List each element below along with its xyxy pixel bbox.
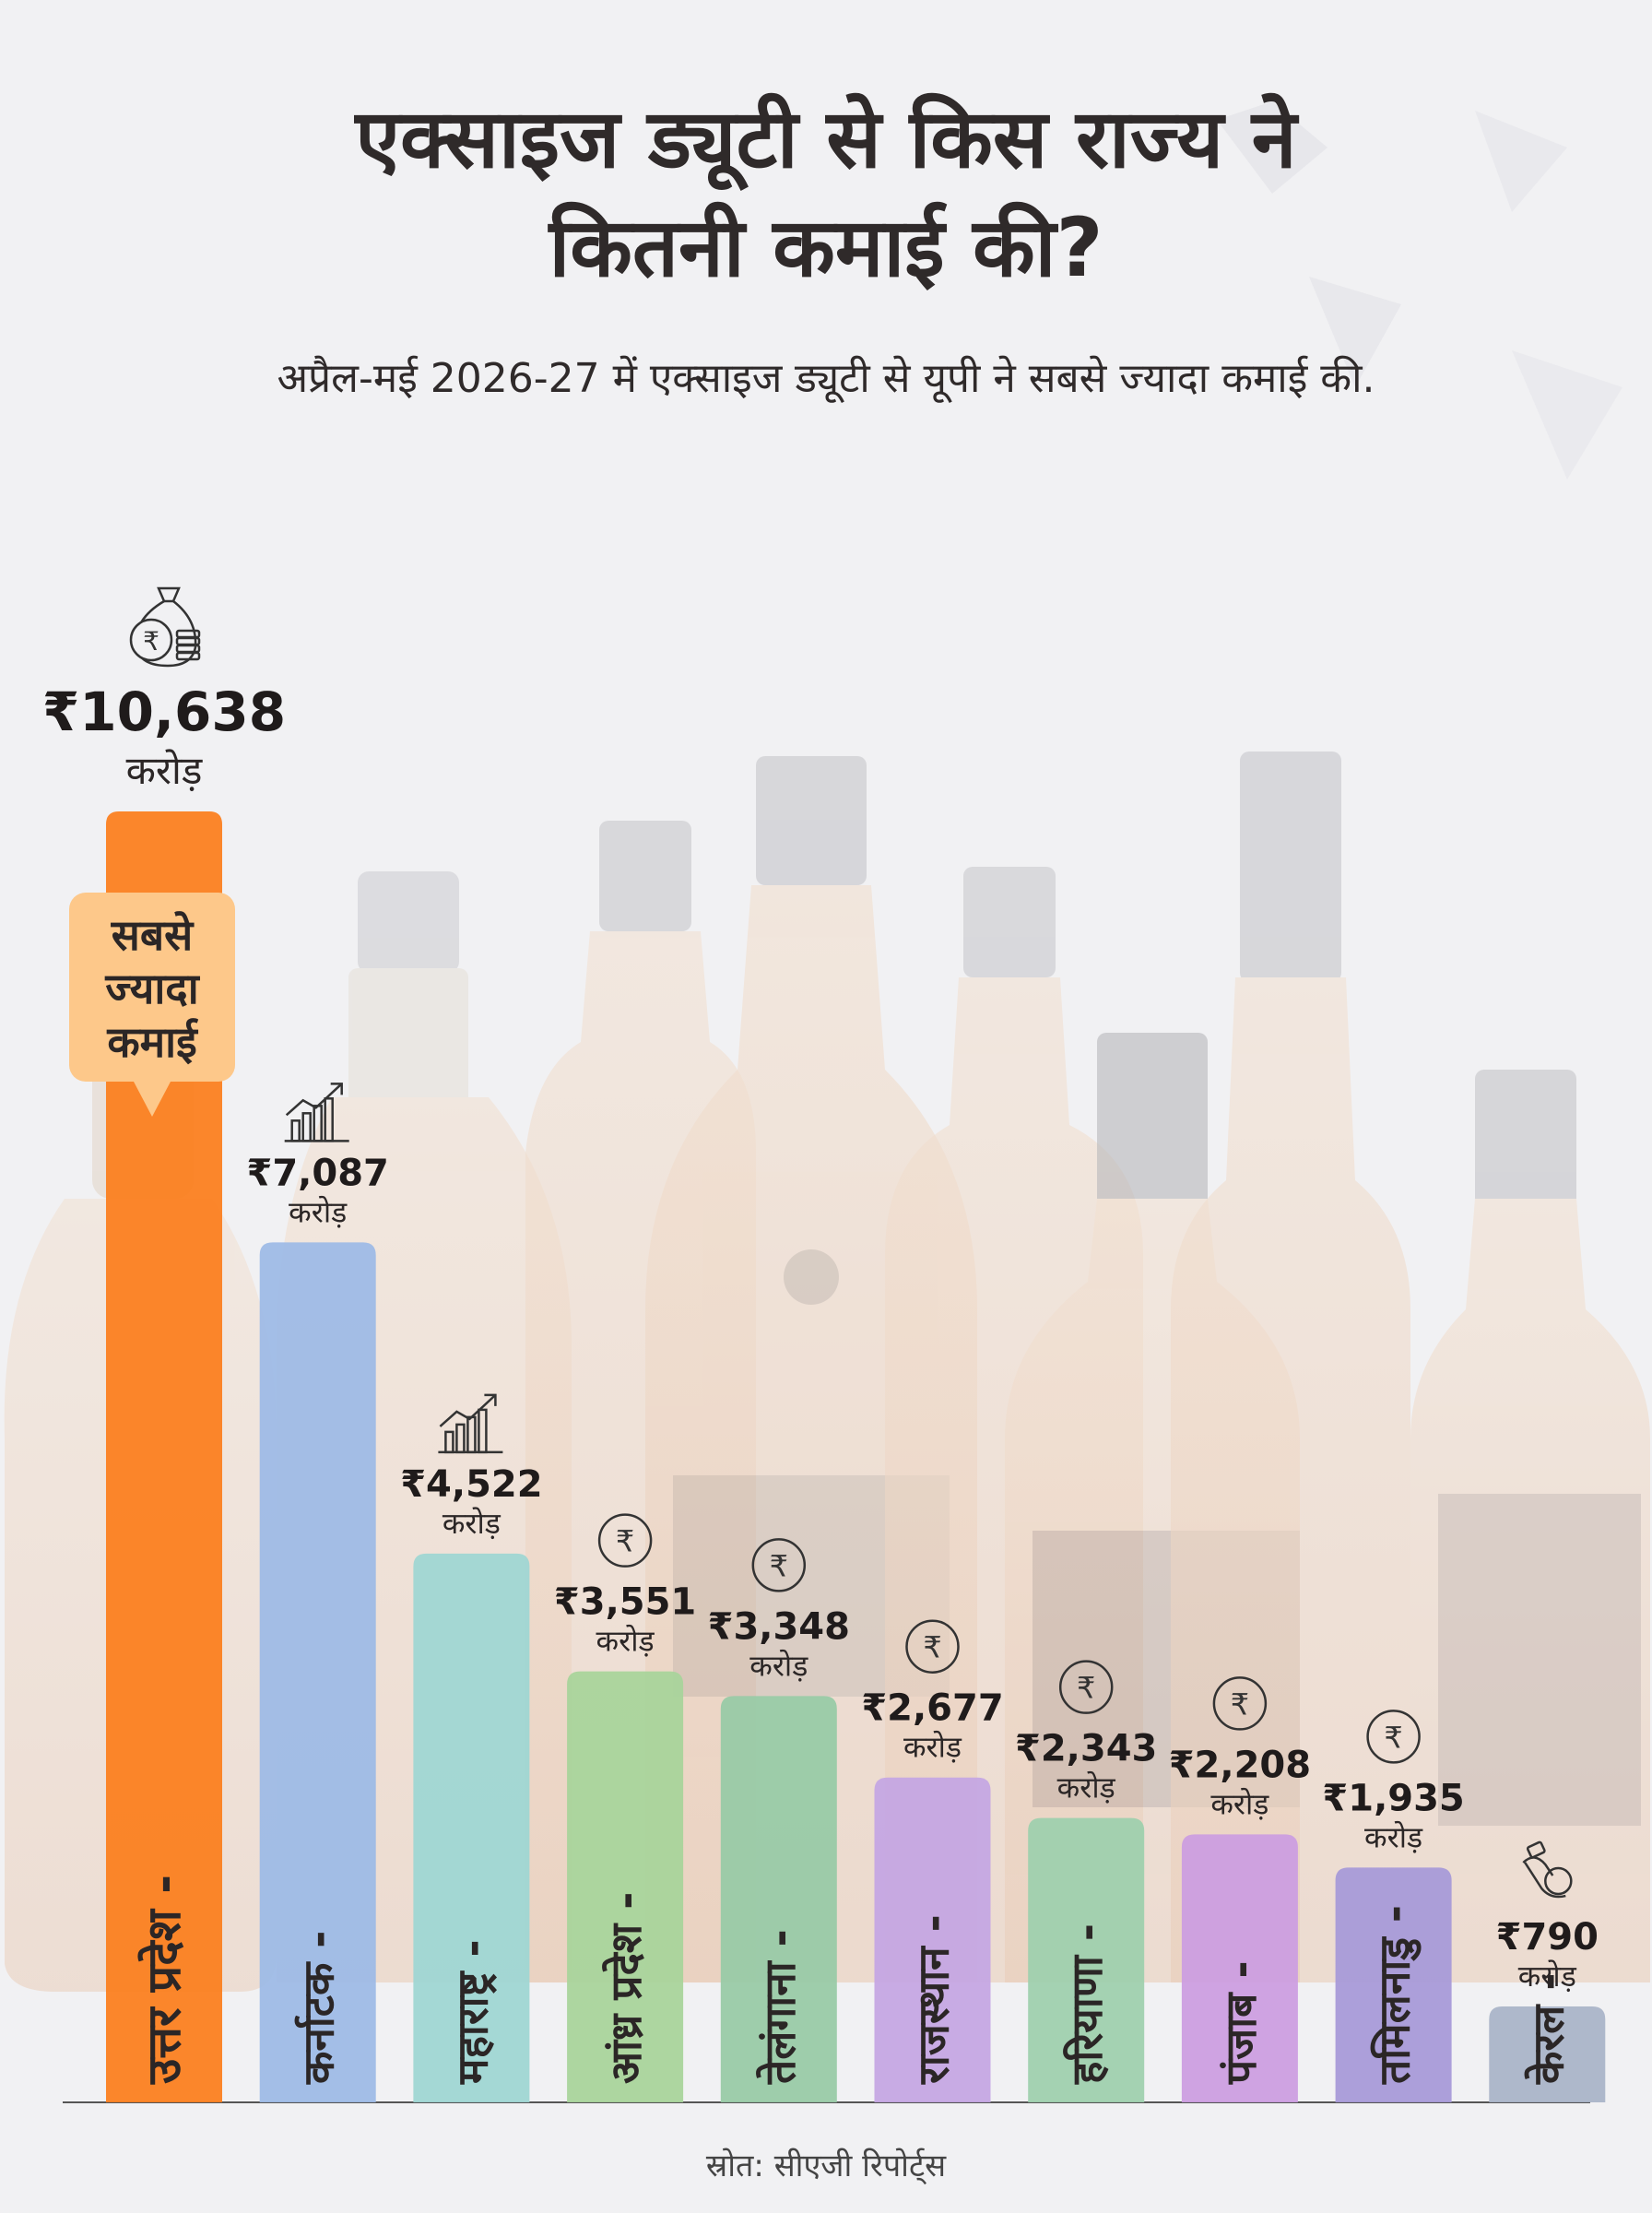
value-label: ₹3,348: [708, 1605, 850, 1648]
bar: [106, 811, 222, 2102]
unit-label: करोड़: [1057, 1770, 1116, 1805]
svg-text:₹: ₹: [1231, 1686, 1249, 1722]
category-label: उत्तर प्रदेश -: [137, 1875, 191, 2085]
unit-label: करोड़: [126, 748, 203, 793]
value-label: ₹2,208: [1169, 1744, 1311, 1786]
unit-label: करोड़: [903, 1730, 962, 1765]
value-label: ₹7,087: [247, 1152, 389, 1194]
unit-label: करोड़: [596, 1624, 655, 1659]
highlight-badge: सबसेज्यादाकमाई: [69, 893, 235, 1117]
bar: [1489, 2006, 1606, 2102]
value-label: ₹2,677: [861, 1687, 1003, 1730]
title-line-1: एक्साइज ड्यूटी से किस राज्य ने: [355, 91, 1297, 186]
badge-text: ज्यादा: [104, 964, 200, 1013]
rupee-coin-icon: ₹: [1058, 1660, 1114, 1714]
bar: [1181, 1834, 1298, 2102]
category-label: कर्नाटक -: [294, 1931, 344, 2085]
bar: [720, 1696, 837, 2102]
category-label: तेलंगाना -: [755, 1929, 805, 2085]
category-label: केरल -: [1523, 1973, 1573, 2085]
value-label: ₹790: [1496, 1916, 1599, 1959]
svg-text:₹: ₹: [143, 626, 159, 657]
rupee-coin-icon: ₹: [751, 1538, 807, 1592]
value-label: ₹10,638: [42, 680, 286, 743]
category-label: हरियाणा -: [1062, 1923, 1112, 2085]
growth-chart-icon: [284, 1083, 349, 1142]
hand-coin-icon: [1522, 1840, 1573, 1899]
unit-label: करोड़: [1210, 1786, 1269, 1821]
badge-text: कमाई: [106, 1017, 198, 1067]
category-label: तमिलनाडु -: [1370, 1905, 1422, 2085]
category-label: आंध्र प्रदेश -: [601, 1892, 651, 2084]
rupee-coin-icon: ₹: [1366, 1710, 1421, 1764]
bar: [1028, 1817, 1145, 2102]
unit-label: करोड़: [442, 1506, 502, 1541]
rupee-coin-icon: ₹: [905, 1619, 960, 1674]
rupee-coin-icon: ₹: [597, 1513, 653, 1568]
svg-text:₹: ₹: [616, 1524, 634, 1559]
bar: [1335, 1867, 1452, 2102]
source-note: स्रोत: सीएजी रिपोर्ट्स: [705, 2148, 947, 2184]
svg-text:₹: ₹: [1384, 1720, 1402, 1755]
bar: [567, 1671, 684, 2102]
page-title: एक्साइज ड्यूटी से किस राज्य ने कितनी कमा…: [0, 85, 1652, 302]
svg-text:₹: ₹: [923, 1630, 941, 1665]
unit-label: करोड़: [289, 1194, 348, 1229]
value-label: ₹4,522: [400, 1463, 542, 1506]
rupee-coin-icon: ₹: [1212, 1676, 1268, 1731]
value-label: ₹2,343: [1015, 1728, 1157, 1770]
bar: [413, 1553, 530, 2102]
value-label: ₹1,935: [1322, 1777, 1464, 1819]
unit-label: करोड़: [749, 1648, 808, 1683]
money-bag-icon: ₹: [129, 586, 201, 668]
svg-text:₹: ₹: [770, 1548, 788, 1583]
badge-text: सबसे: [111, 910, 195, 960]
growth-chart-icon: [438, 1393, 503, 1454]
page-subtitle: अप्रैल-मई 2026-27 में एक्साइज ड्यूटी से …: [277, 355, 1375, 402]
category-label: पंजाब -: [1216, 1960, 1266, 2085]
bar: [259, 1242, 376, 2102]
value-label: ₹3,551: [554, 1581, 696, 1624]
bar: [874, 1777, 991, 2102]
unit-label: करोड़: [1518, 1959, 1577, 1994]
svg-text:₹: ₹: [1077, 1671, 1095, 1706]
category-label: राजस्थान -: [909, 1914, 959, 2085]
category-label: महाराष्ट्र -: [447, 1939, 497, 2085]
title-line-2: कितनी कमाई की?: [549, 200, 1103, 295]
unit-label: करोड़: [1364, 1819, 1423, 1854]
